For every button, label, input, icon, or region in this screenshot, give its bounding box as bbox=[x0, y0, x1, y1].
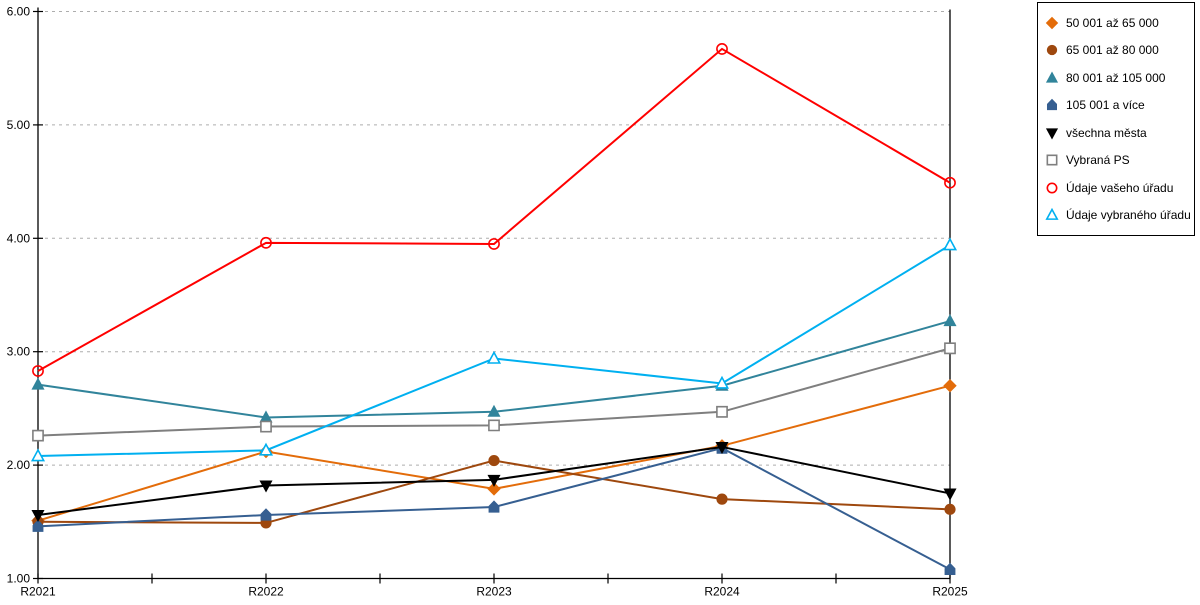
diamond-legend-icon bbox=[1045, 16, 1059, 29]
data-point-marker bbox=[32, 519, 44, 532]
y-tick-label: 1.00 bbox=[7, 572, 31, 586]
data-point-marker bbox=[32, 365, 44, 377]
circle-legend-icon bbox=[1046, 182, 1058, 194]
legend-label: 65 001 až 80 000 bbox=[1066, 43, 1159, 58]
y-tick-label: 5.00 bbox=[7, 118, 31, 132]
data-point-marker bbox=[259, 480, 273, 493]
y-tick-label: 4.00 bbox=[7, 231, 31, 245]
data-point-marker bbox=[716, 493, 728, 505]
data-point-marker bbox=[1046, 45, 1058, 56]
legend-item: 65 001 až 80 000 bbox=[1045, 39, 1192, 61]
data-point-marker bbox=[488, 454, 500, 467]
data-point-marker bbox=[30, 448, 46, 462]
legend-item: 80 001 až 105 000 bbox=[1045, 67, 1192, 89]
data-point-marker bbox=[258, 442, 274, 456]
legend-label: Údaje vašeho úřadu bbox=[1066, 180, 1174, 195]
legend-item: 50 001 až 65 000 bbox=[1045, 12, 1192, 34]
data-point-marker bbox=[716, 43, 728, 55]
series-line bbox=[37, 47, 951, 372]
series-7 bbox=[30, 237, 958, 462]
data-point-marker bbox=[716, 405, 728, 418]
series-line bbox=[37, 320, 951, 419]
series-5 bbox=[32, 342, 956, 442]
data-point-marker bbox=[488, 419, 500, 432]
chart-legend: 50 001 až 65 000 65 001 až 80 000 80 001 a… bbox=[1037, 2, 1195, 236]
legend-item: Vybraná PS bbox=[1045, 149, 1192, 171]
circle-legend-icon bbox=[1046, 45, 1058, 56]
legend-label: Údaje vybraného úřadu bbox=[1066, 208, 1191, 223]
data-point-marker bbox=[488, 238, 500, 250]
data-point-marker bbox=[1046, 99, 1058, 111]
legend-item: Údaje vašeho úřadu bbox=[1045, 177, 1192, 199]
y-tick-label: 2.00 bbox=[7, 458, 31, 472]
data-point-marker bbox=[1045, 128, 1059, 140]
data-point-marker bbox=[260, 420, 272, 433]
data-point-marker bbox=[714, 375, 730, 389]
x-tick-label: R2023 bbox=[476, 585, 512, 599]
triangle-up-legend-icon bbox=[1045, 208, 1059, 221]
data-point-marker bbox=[31, 509, 45, 523]
data-point-marker bbox=[488, 500, 500, 513]
series-4 bbox=[31, 441, 957, 523]
y-tick-label: 3.00 bbox=[7, 345, 31, 359]
data-point-marker bbox=[715, 441, 729, 455]
legend-label: Vybraná PS bbox=[1066, 153, 1130, 168]
x-tick-label: R2021 bbox=[20, 585, 56, 599]
data-point-marker bbox=[32, 429, 44, 442]
legend-label: všechna města bbox=[1066, 125, 1147, 140]
series-6 bbox=[32, 43, 956, 377]
square-legend-icon bbox=[1046, 154, 1058, 166]
data-point-marker bbox=[943, 488, 957, 501]
y-tick-label: 6.00 bbox=[7, 5, 31, 19]
legend-item: Údaje vybraného úřadu bbox=[1045, 204, 1192, 226]
data-point-marker bbox=[944, 503, 956, 515]
series-2 bbox=[31, 314, 957, 423]
pentagon-legend-icon bbox=[1046, 99, 1058, 111]
legend-label: 105 001 a více bbox=[1066, 98, 1145, 113]
data-point-marker bbox=[1045, 16, 1059, 29]
x-tick-label: R2024 bbox=[704, 585, 740, 599]
legend-item: 105 001 a více bbox=[1045, 94, 1192, 116]
x-tick-label: R2022 bbox=[248, 585, 284, 599]
data-point-marker bbox=[944, 176, 956, 189]
series-3 bbox=[32, 441, 956, 576]
data-point-marker bbox=[486, 350, 502, 364]
legend-item: všechna města bbox=[1045, 122, 1192, 144]
data-point-marker bbox=[944, 562, 956, 576]
data-point-marker bbox=[487, 404, 501, 417]
triangle-down-legend-icon bbox=[1045, 128, 1059, 140]
data-point-marker bbox=[487, 482, 501, 496]
data-point-marker bbox=[1046, 182, 1058, 194]
data-point-marker bbox=[260, 508, 272, 521]
legend-label: 80 001 až 105 000 bbox=[1066, 70, 1166, 85]
data-point-marker bbox=[1045, 208, 1059, 221]
data-point-marker bbox=[31, 377, 45, 390]
data-point-marker bbox=[942, 237, 958, 251]
data-point-marker bbox=[943, 314, 957, 327]
legend-label: 50 001 až 65 000 bbox=[1066, 15, 1159, 30]
data-point-marker bbox=[1046, 154, 1058, 166]
data-point-marker bbox=[944, 342, 956, 355]
data-point-marker bbox=[260, 236, 272, 249]
triangle-up-legend-icon bbox=[1045, 71, 1059, 83]
data-point-marker bbox=[1045, 71, 1059, 83]
data-point-marker bbox=[487, 474, 501, 487]
x-tick-label: R2025 bbox=[932, 585, 968, 599]
data-point-marker bbox=[943, 379, 957, 393]
